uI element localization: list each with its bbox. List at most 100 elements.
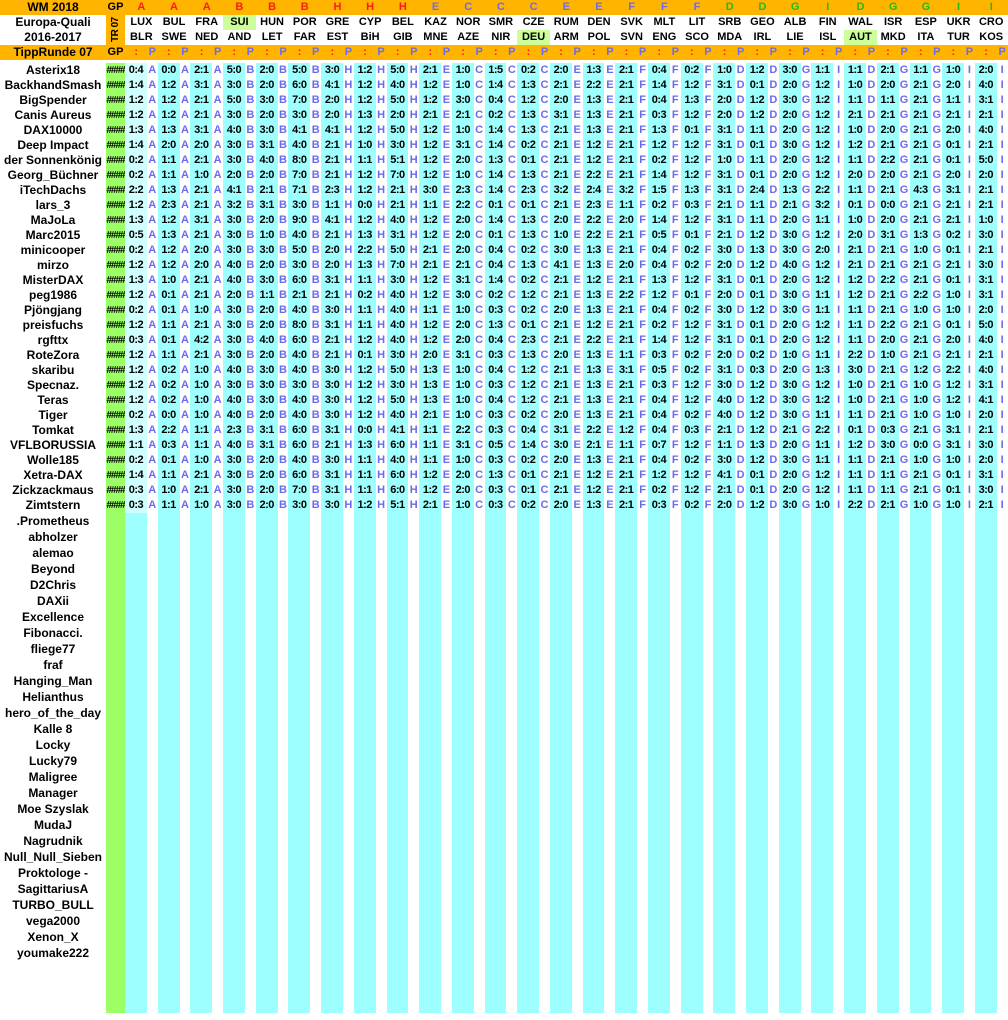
away-team-code: EST (326, 31, 349, 43)
tip-cell (157, 945, 180, 961)
points-letter-cell: G (898, 408, 910, 423)
points-letter-cell: E (441, 498, 452, 513)
tip-cell: 3:0 (451, 288, 474, 303)
tip-cell (909, 625, 932, 641)
tip-cell: 1:2 (419, 168, 441, 183)
tip-cell (582, 945, 605, 961)
tip-cell (811, 945, 834, 961)
tip-cell: 1:0 (844, 213, 866, 228)
points-letter-cell: D (865, 168, 877, 183)
tip-cell (549, 609, 572, 625)
tip-cell (190, 833, 213, 849)
tip-cell: 1:4 (648, 168, 670, 183)
points-letter-cell: C (473, 258, 485, 273)
tip-cell: 1:1 (125, 438, 147, 453)
points-letter-cell (898, 769, 910, 785)
points-letter-cell (473, 881, 485, 897)
points-letter-cell (800, 929, 812, 945)
gp-cell (106, 913, 125, 929)
tip-cell (648, 609, 670, 625)
points-letter-cell (964, 785, 975, 801)
points-letter-cell (277, 721, 289, 737)
tip-cell (255, 897, 278, 913)
points-letter-cell: G (800, 483, 812, 498)
points-letter-cell: H (342, 243, 354, 258)
away-team-code: AND (227, 31, 252, 43)
player-row: MaJoLa #### 1:3 A 1:2 A 3:1 A 3:0 B 2:0 B 9:0 B 4:1 H 1:… (0, 213, 1008, 228)
points-letter-cell (506, 609, 518, 625)
tip-cell: 1:3 (517, 108, 540, 123)
points-letter-cell (800, 705, 812, 721)
points-letter-cell: F (637, 258, 648, 273)
tip-cell: 0:1 (680, 123, 703, 138)
tip-cell: 2:1 (909, 78, 932, 93)
points-letter-cell: E (604, 108, 616, 123)
points-letter-cell: I (996, 63, 1008, 78)
points-letter-cell (342, 641, 354, 657)
points-letter-cell: I (833, 498, 845, 513)
points-letter-cell: B (277, 93, 289, 108)
tip-cell: 1:1 (353, 483, 376, 498)
tip-cell (451, 833, 474, 849)
points-letter-cell: E (604, 273, 616, 288)
tip-cell: 2:0 (255, 78, 278, 93)
player-name: mirzo (0, 258, 106, 273)
points-letter-cell (931, 785, 943, 801)
points-letter-cell (571, 609, 583, 625)
tip-cell: 2:0 (549, 408, 572, 423)
points-letter-cell (637, 865, 648, 881)
points-symbol-cell: P (900, 46, 908, 58)
points-letter-cell: C (539, 483, 550, 498)
points-letter-cell: A (212, 468, 224, 483)
tip-cell: 3:0 (223, 108, 245, 123)
tip-cell (680, 769, 703, 785)
points-letter-cell (506, 769, 518, 785)
team-pair-cell: FRA NED (190, 15, 224, 45)
points-letter-cell (571, 641, 583, 657)
points-letter-cell (865, 561, 877, 577)
tip-cell (223, 913, 245, 929)
tip-cell (255, 561, 278, 577)
tip-symbol-cell: : (886, 46, 890, 58)
tip-cell: 1:3 (517, 168, 540, 183)
tip-cell (713, 817, 736, 833)
tip-cell: 2:1 (974, 498, 997, 513)
points-letter-cell: I (833, 273, 845, 288)
points-letter-cell (408, 737, 420, 753)
points-letter-cell: A (212, 213, 224, 228)
points-letter-cell: G (800, 333, 812, 348)
tip-cell (746, 721, 768, 737)
tip-cell: 2:0 (255, 213, 278, 228)
points-letter-cell (342, 929, 354, 945)
gp-cell: #### (106, 153, 125, 168)
points-letter-cell (473, 641, 485, 657)
points-letter-cell (310, 753, 322, 769)
points-letter-cell (800, 593, 812, 609)
points-letter-cell (702, 561, 714, 577)
tip-cell: 0:5 (484, 438, 507, 453)
away-team-code: GIB (393, 31, 413, 43)
points-letter-cell (506, 833, 518, 849)
tip-cell: 0:3 (484, 483, 507, 498)
tip-cell (419, 865, 441, 881)
points-letter-cell: C (506, 498, 518, 513)
points-letter-cell (539, 561, 550, 577)
tip-cell (615, 625, 638, 641)
points-letter-cell: E (441, 63, 452, 78)
points-letter-cell: C (506, 93, 518, 108)
tip-cell (223, 513, 245, 529)
points-letter-cell (506, 865, 518, 881)
tip-cell (223, 945, 245, 961)
tip-cell (386, 673, 409, 689)
points-letter-cell (637, 913, 648, 929)
points-letter-cell: D (735, 468, 747, 483)
points-letter-cell: F (637, 213, 648, 228)
points-letter-cell: A (146, 318, 158, 333)
points-letter-cell (441, 593, 452, 609)
tip-cell (255, 945, 278, 961)
points-letter-cell: F (637, 168, 648, 183)
points-letter-cell: G (898, 273, 910, 288)
tip-cell (451, 913, 474, 929)
tail-tip-stripe (680, 961, 703, 1013)
